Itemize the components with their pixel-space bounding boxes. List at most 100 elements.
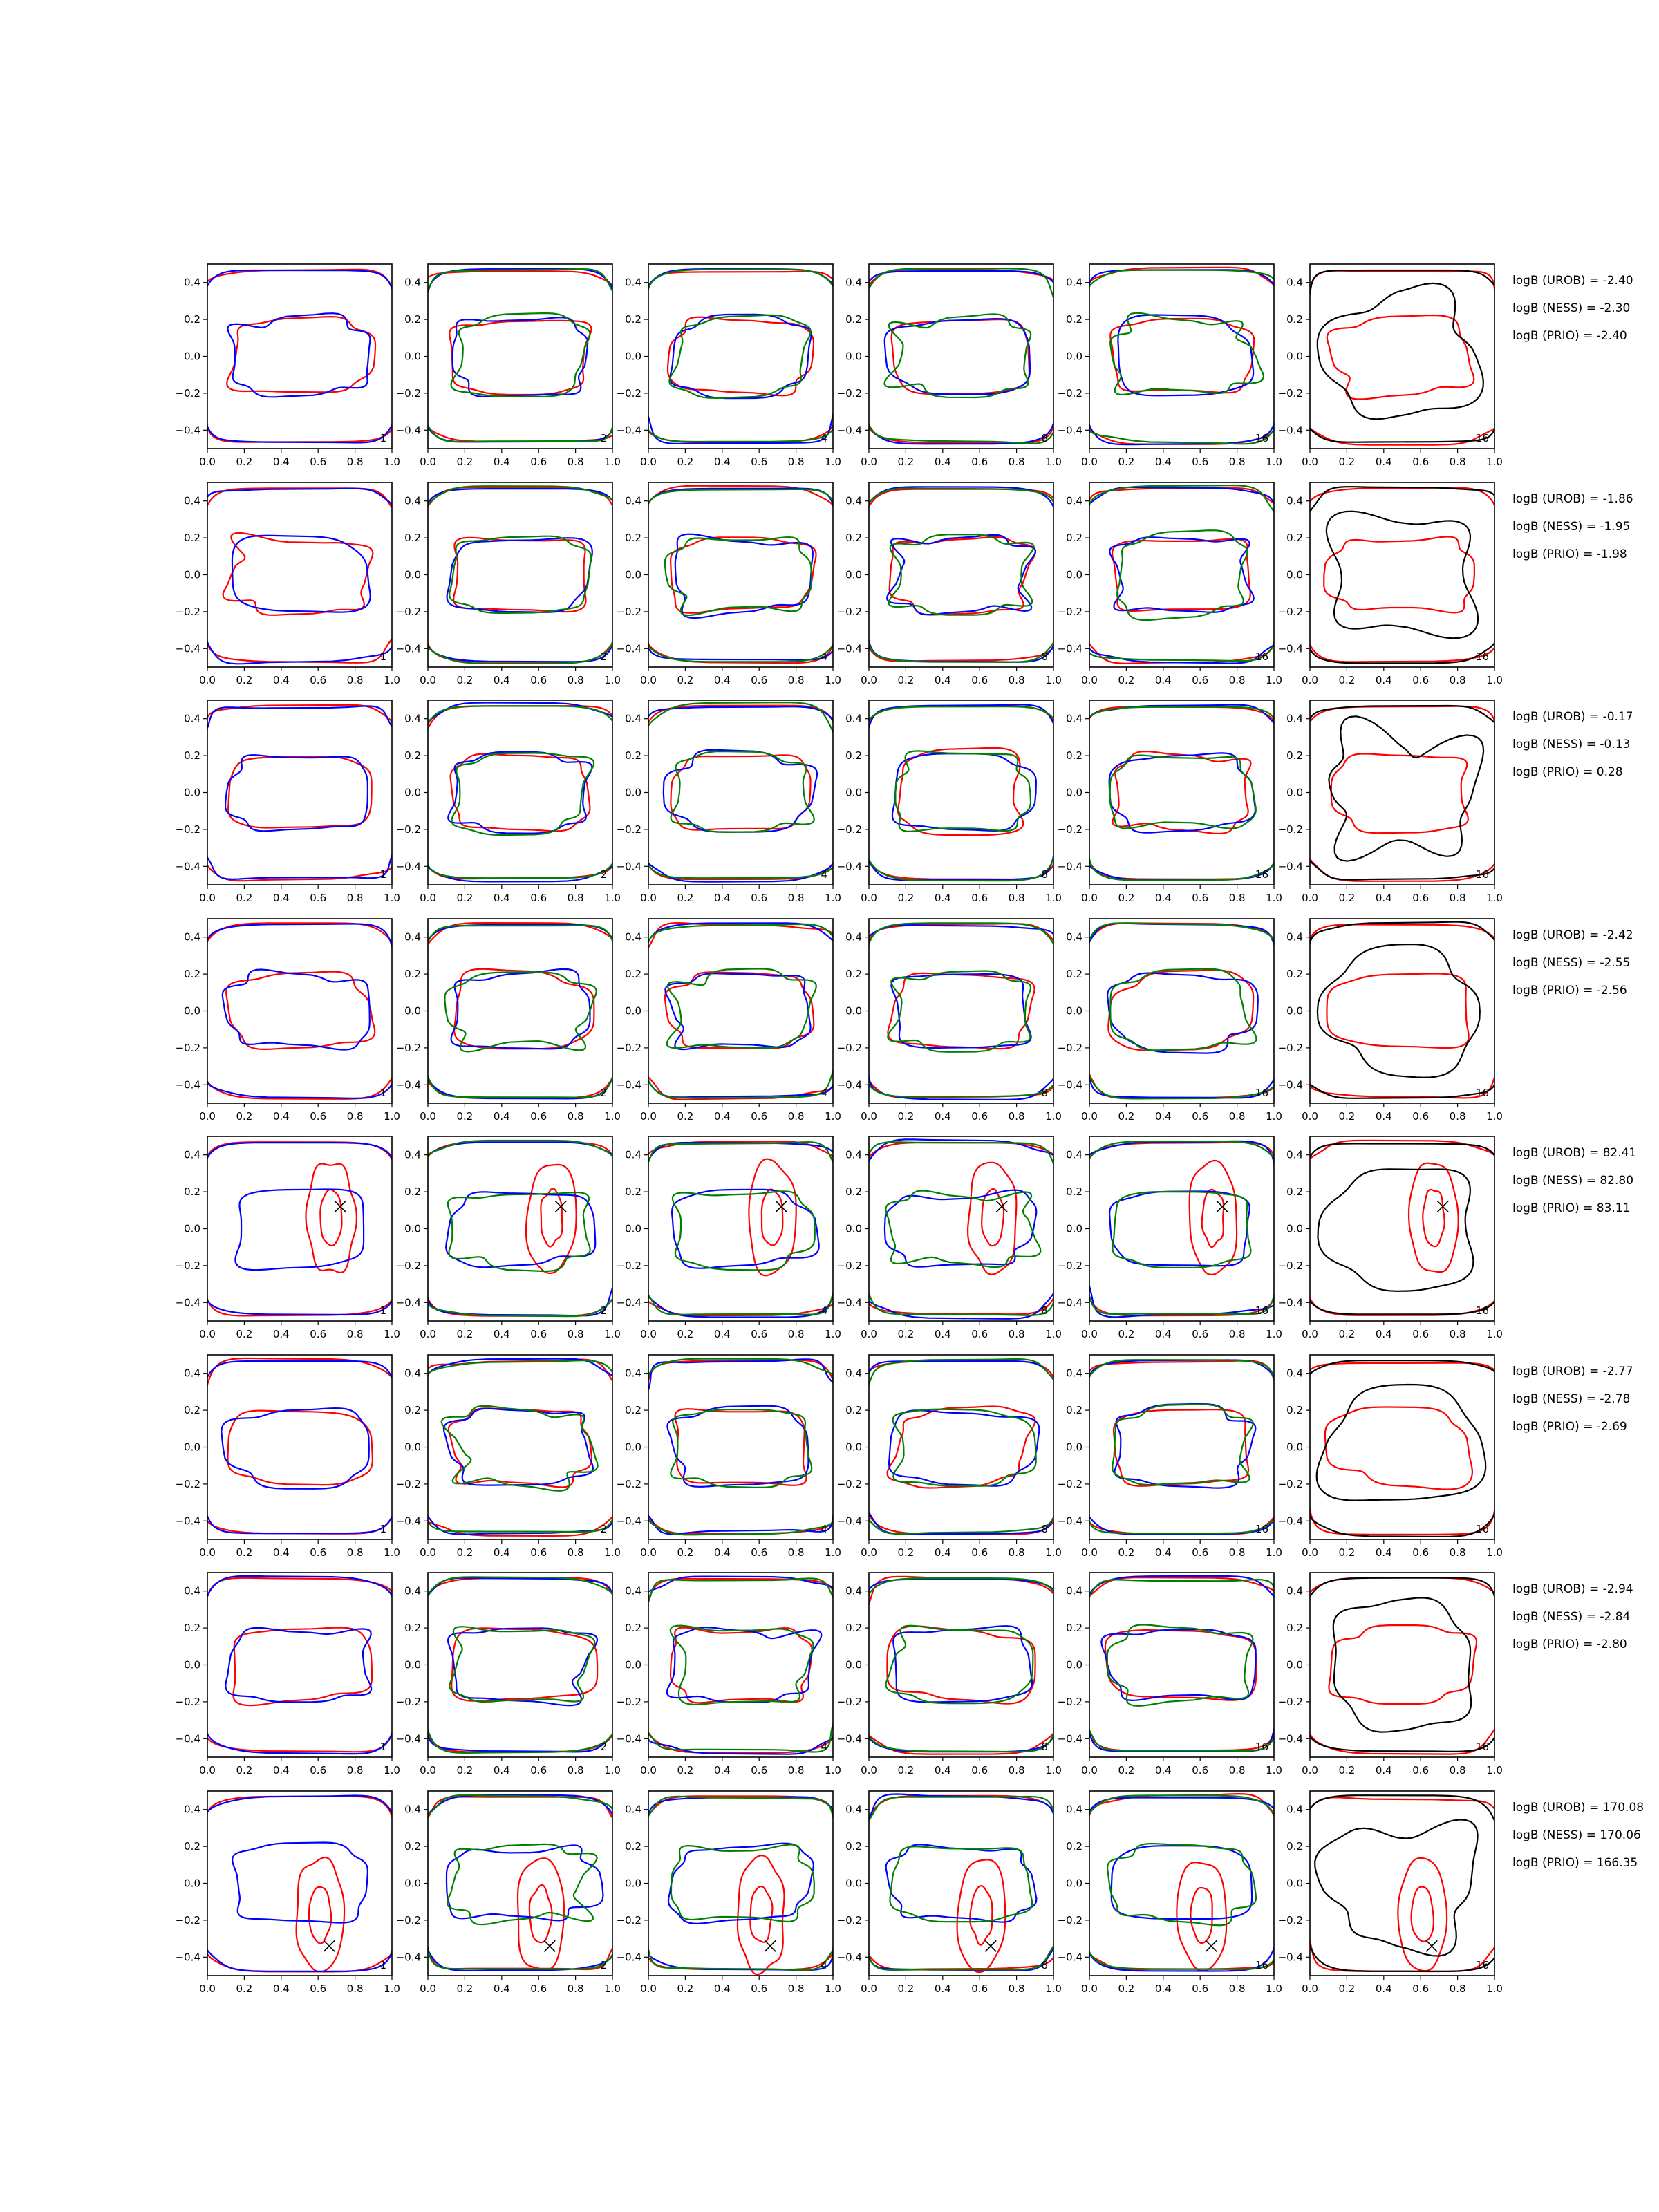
- contour-outer-3: [1089, 1359, 1274, 1535]
- x-tick-label: 0.2: [897, 892, 914, 904]
- x-tick-label: 0.2: [456, 1110, 473, 1123]
- x-tick-label: 0.4: [1376, 674, 1392, 686]
- x-tick-label: 0.0: [861, 892, 877, 904]
- y-tick-label: 0.0: [625, 787, 641, 799]
- axes-frame: [207, 482, 393, 668]
- x-tick-label: 0.2: [1118, 892, 1134, 904]
- contour-inner-3: [668, 314, 812, 399]
- panel-tag: 16: [1255, 1741, 1268, 1753]
- x-tick-label: 0.6: [971, 1983, 988, 1995]
- contour-inner-2: [666, 1405, 809, 1488]
- panel-tag: 2: [600, 650, 607, 663]
- y-tick-label: 0.4: [845, 1803, 862, 1816]
- y-tick-label: −0.4: [396, 1078, 421, 1091]
- x-tick-label: 0.2: [897, 1328, 914, 1340]
- x-tick-label: 0.2: [897, 1983, 914, 1995]
- y-tick-label: 0.0: [184, 1441, 200, 1454]
- contour-inner-2: [1316, 944, 1481, 1078]
- panel-tag: 4: [821, 650, 827, 663]
- y-tick-label: 0.2: [1066, 968, 1082, 980]
- y-tick-label: −0.2: [837, 1914, 862, 1927]
- contour-outer-1: [869, 705, 1053, 881]
- y-tick-label: −0.4: [837, 1951, 862, 1963]
- axes-frame: [427, 1354, 613, 1540]
- y-tick-label: 0.2: [845, 532, 862, 544]
- x-tick-label: 0.4: [1376, 1110, 1392, 1123]
- contour-core-1: [1190, 1886, 1213, 1944]
- x-tick-label: 0.2: [1338, 1328, 1355, 1340]
- x-tick-label: 1.0: [1266, 892, 1282, 904]
- contour-outer-1: [1310, 1577, 1494, 1755]
- x-tick-label: 0.8: [1229, 1983, 1246, 1995]
- marker-x: [1216, 1200, 1228, 1213]
- x-tick-label: 0.8: [1450, 1328, 1466, 1340]
- panel-tag: 16: [1476, 1304, 1489, 1317]
- x-tick-label: 1.0: [384, 674, 400, 686]
- y-tick-label: −0.4: [617, 860, 641, 872]
- contour-inner-1: [453, 968, 595, 1050]
- y-tick-label: −0.2: [176, 1696, 200, 1708]
- contour-core-1: [969, 1885, 993, 1946]
- y-tick-label: 0.0: [184, 350, 200, 363]
- y-tick-label: −0.2: [176, 387, 200, 400]
- marker-x: [995, 1200, 1008, 1213]
- x-tick-label: 0.6: [1412, 1110, 1429, 1123]
- x-tick-label: 0.6: [1192, 1546, 1208, 1559]
- contour-outer-2: [428, 1577, 612, 1753]
- contour-inner-1: [222, 532, 374, 616]
- x-tick-label: 0.0: [1302, 674, 1318, 686]
- x-tick-label: 0.4: [935, 1764, 951, 1777]
- x-tick-label: 0.4: [1376, 892, 1392, 904]
- y-tick-label: −0.2: [837, 1042, 862, 1054]
- x-tick-label: 0.8: [347, 1546, 364, 1559]
- y-tick-label: 0.2: [184, 1404, 200, 1416]
- panel-tag: 16: [1476, 432, 1489, 444]
- x-tick-label: 0.6: [751, 1546, 767, 1559]
- x-tick-label: 0.8: [568, 1764, 584, 1777]
- panel-r2-c2: 0.4 0.2 0.0 −0.2 −0.4 0.0 0.2 0.4 0.6 0.8 1.0 2: [396, 482, 621, 686]
- x-tick-label: 0.8: [788, 1546, 805, 1559]
- contour-core-1: [760, 1188, 784, 1246]
- y-tick-label: 0.4: [845, 713, 862, 725]
- contour-outer-2: [1089, 269, 1274, 446]
- axes-frame: [1089, 482, 1275, 668]
- x-tick-label: 0.2: [456, 1546, 473, 1559]
- panel-r1-c6: 0.4 0.2 0.0 −0.2 −0.4 0.0 0.2 0.4 0.6 0.8 1.0 16: [1278, 263, 1503, 468]
- contour-outer-1: [1310, 1139, 1494, 1316]
- contour-outer-3: [1089, 1141, 1274, 1315]
- x-tick-label: 1.0: [604, 1546, 621, 1559]
- logb-prio-row-6: logB (PRIO) = -2.69: [1512, 1420, 1627, 1434]
- y-tick-label: 0.0: [1286, 787, 1303, 799]
- contour-outer-2: [428, 924, 612, 1100]
- y-tick-label: 0.0: [625, 350, 641, 363]
- contour-inner-1: [449, 753, 591, 832]
- x-tick-label: 1.0: [384, 1983, 400, 1995]
- x-tick-label: 0.8: [1450, 1110, 1466, 1123]
- y-tick-label: 0.2: [625, 749, 641, 762]
- axes-frame: [427, 263, 613, 449]
- logb-urob-row-7: logB (UROB) = -2.94: [1512, 1582, 1633, 1596]
- contour-outer-3: [428, 1576, 612, 1754]
- y-tick-label: 0.0: [1066, 1877, 1082, 1890]
- contour-inner-1: [1326, 973, 1470, 1049]
- panel-tag: 8: [1041, 1304, 1048, 1317]
- contour-inner-2: [883, 318, 1031, 395]
- contour-outer-2: [428, 1141, 612, 1317]
- y-tick-label: −0.4: [617, 1078, 641, 1091]
- x-tick-label: 0.4: [273, 1546, 290, 1559]
- contour-outer-3: [869, 268, 1053, 444]
- x-tick-label: 0.4: [273, 674, 290, 686]
- logb-prio-row-1: logB (PRIO) = -2.40: [1512, 329, 1627, 343]
- contour-inner-1: [1188, 1159, 1238, 1275]
- panel-tag: 8: [1041, 650, 1048, 663]
- x-tick-label: 0.6: [310, 1328, 326, 1340]
- contour-inner-2: [1316, 282, 1484, 420]
- contour-outer-1: [428, 1358, 612, 1537]
- x-tick-label: 0.4: [935, 674, 951, 686]
- x-tick-label: 1.0: [604, 1764, 621, 1777]
- y-tick-label: 0.4: [404, 1803, 421, 1816]
- panel-tag: 1: [379, 1087, 386, 1099]
- y-tick-label: 0.0: [625, 1005, 641, 1018]
- x-tick-label: 0.8: [347, 674, 364, 686]
- panel-r6-c4: 0.4 0.2 0.0 −0.2 −0.4 0.0 0.2 0.4 0.6 0.8 1.0 8: [837, 1354, 1062, 1559]
